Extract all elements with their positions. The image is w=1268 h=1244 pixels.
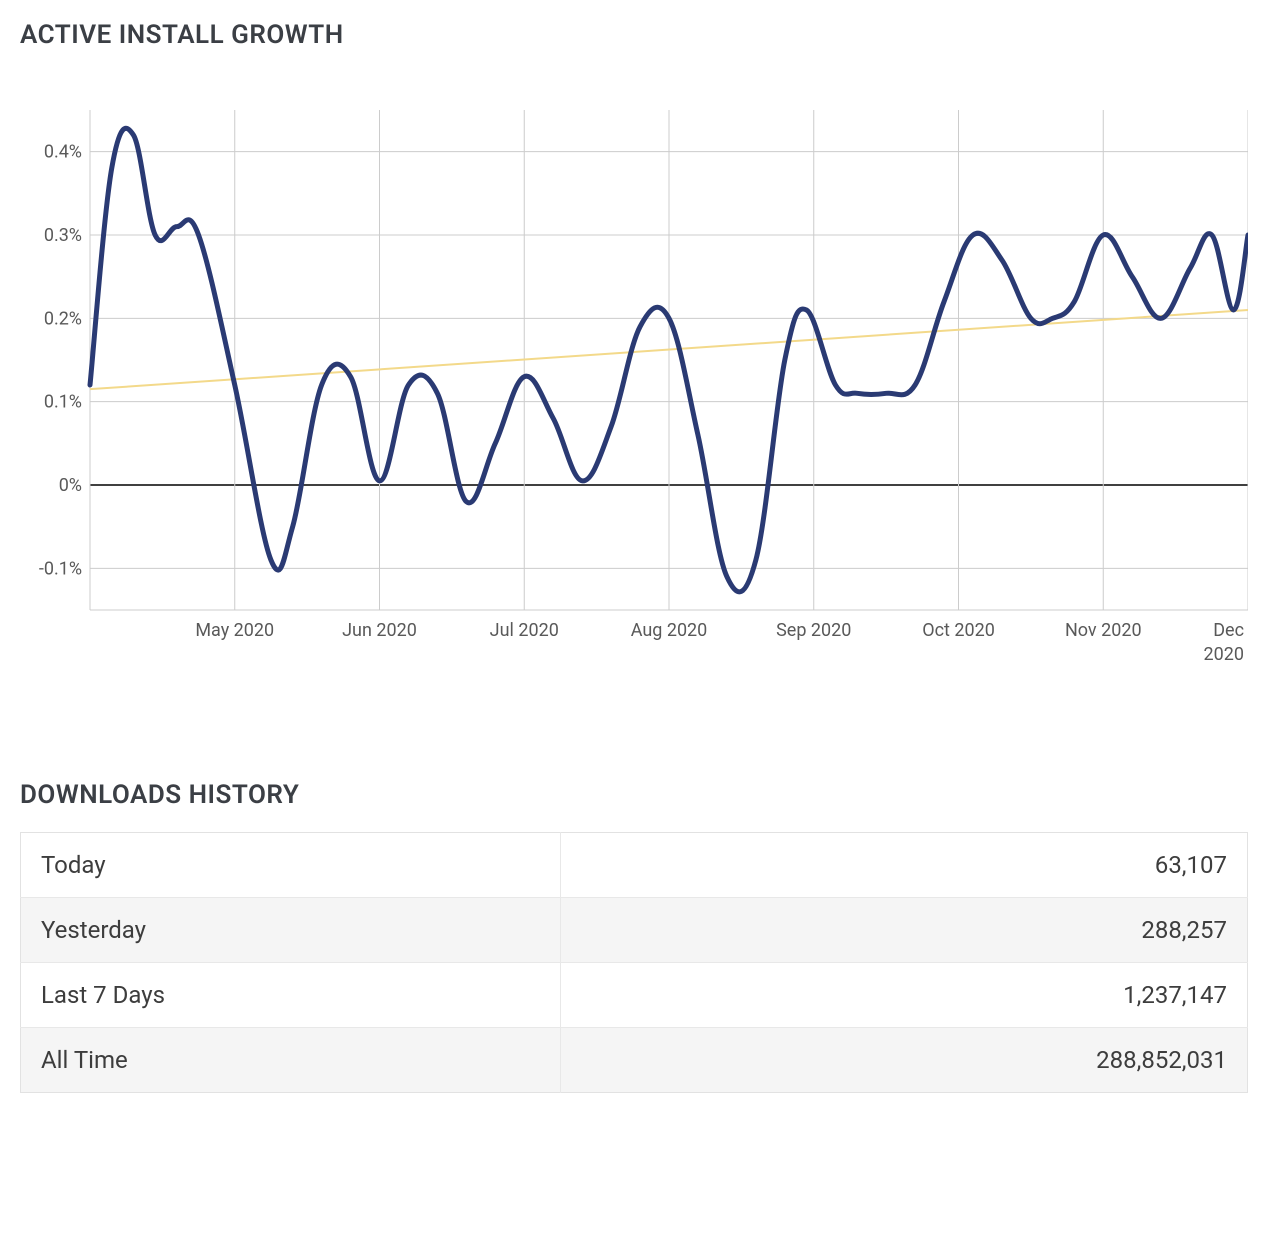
downloads-row-value: 1,237,147 — [560, 963, 1247, 1028]
svg-text:Jun 2020: Jun 2020 — [342, 620, 417, 641]
downloads-section: DOWNLOADS HISTORY Today63,107Yesterday28… — [20, 780, 1248, 1093]
downloads-row-value: 288,852,031 — [560, 1028, 1247, 1093]
table-row: Yesterday288,257 — [21, 898, 1248, 963]
svg-text:0.1%: 0.1% — [44, 392, 82, 413]
svg-text:0.3%: 0.3% — [44, 225, 82, 246]
downloads-table: Today63,107Yesterday288,257Last 7 Days1,… — [20, 832, 1248, 1093]
svg-text:Oct 2020: Oct 2020 — [922, 620, 995, 641]
svg-text:Nov 2020: Nov 2020 — [1065, 620, 1142, 641]
table-row: Today63,107 — [21, 833, 1248, 898]
svg-text:Dec: Dec — [1213, 620, 1244, 641]
downloads-row-label: Today — [21, 833, 561, 898]
svg-text:0.2%: 0.2% — [44, 308, 82, 329]
downloads-row-label: All Time — [21, 1028, 561, 1093]
svg-text:2020: 2020 — [1204, 644, 1244, 665]
growth-chart-svg: -0.1% 0% 0.1% 0.2% 0.3% 0.4% May 2020 Jun 2020 J… — [20, 100, 1248, 690]
table-row: Last 7 Days1,237,147 — [21, 963, 1248, 1028]
growth-title: ACTIVE INSTALL GROWTH — [20, 20, 1248, 50]
growth-chart: -0.1% 0% 0.1% 0.2% 0.3% 0.4% May 2020 Jun 2020 J… — [20, 100, 1248, 690]
downloads-row-value: 288,257 — [560, 898, 1247, 963]
svg-text:0%: 0% — [59, 475, 82, 496]
downloads-row-value: 63,107 — [560, 833, 1247, 898]
downloads-title: DOWNLOADS HISTORY — [20, 780, 1248, 810]
svg-text:Aug 2020: Aug 2020 — [631, 620, 708, 641]
svg-text:Jul 2020: Jul 2020 — [490, 620, 559, 641]
svg-text:Sep 2020: Sep 2020 — [776, 620, 851, 641]
svg-text:May 2020: May 2020 — [195, 620, 274, 641]
table-row: All Time288,852,031 — [21, 1028, 1248, 1093]
downloads-row-label: Yesterday — [21, 898, 561, 963]
svg-text:-0.1%: -0.1% — [39, 558, 82, 579]
downloads-row-label: Last 7 Days — [21, 963, 561, 1028]
svg-text:0.4%: 0.4% — [44, 142, 82, 163]
